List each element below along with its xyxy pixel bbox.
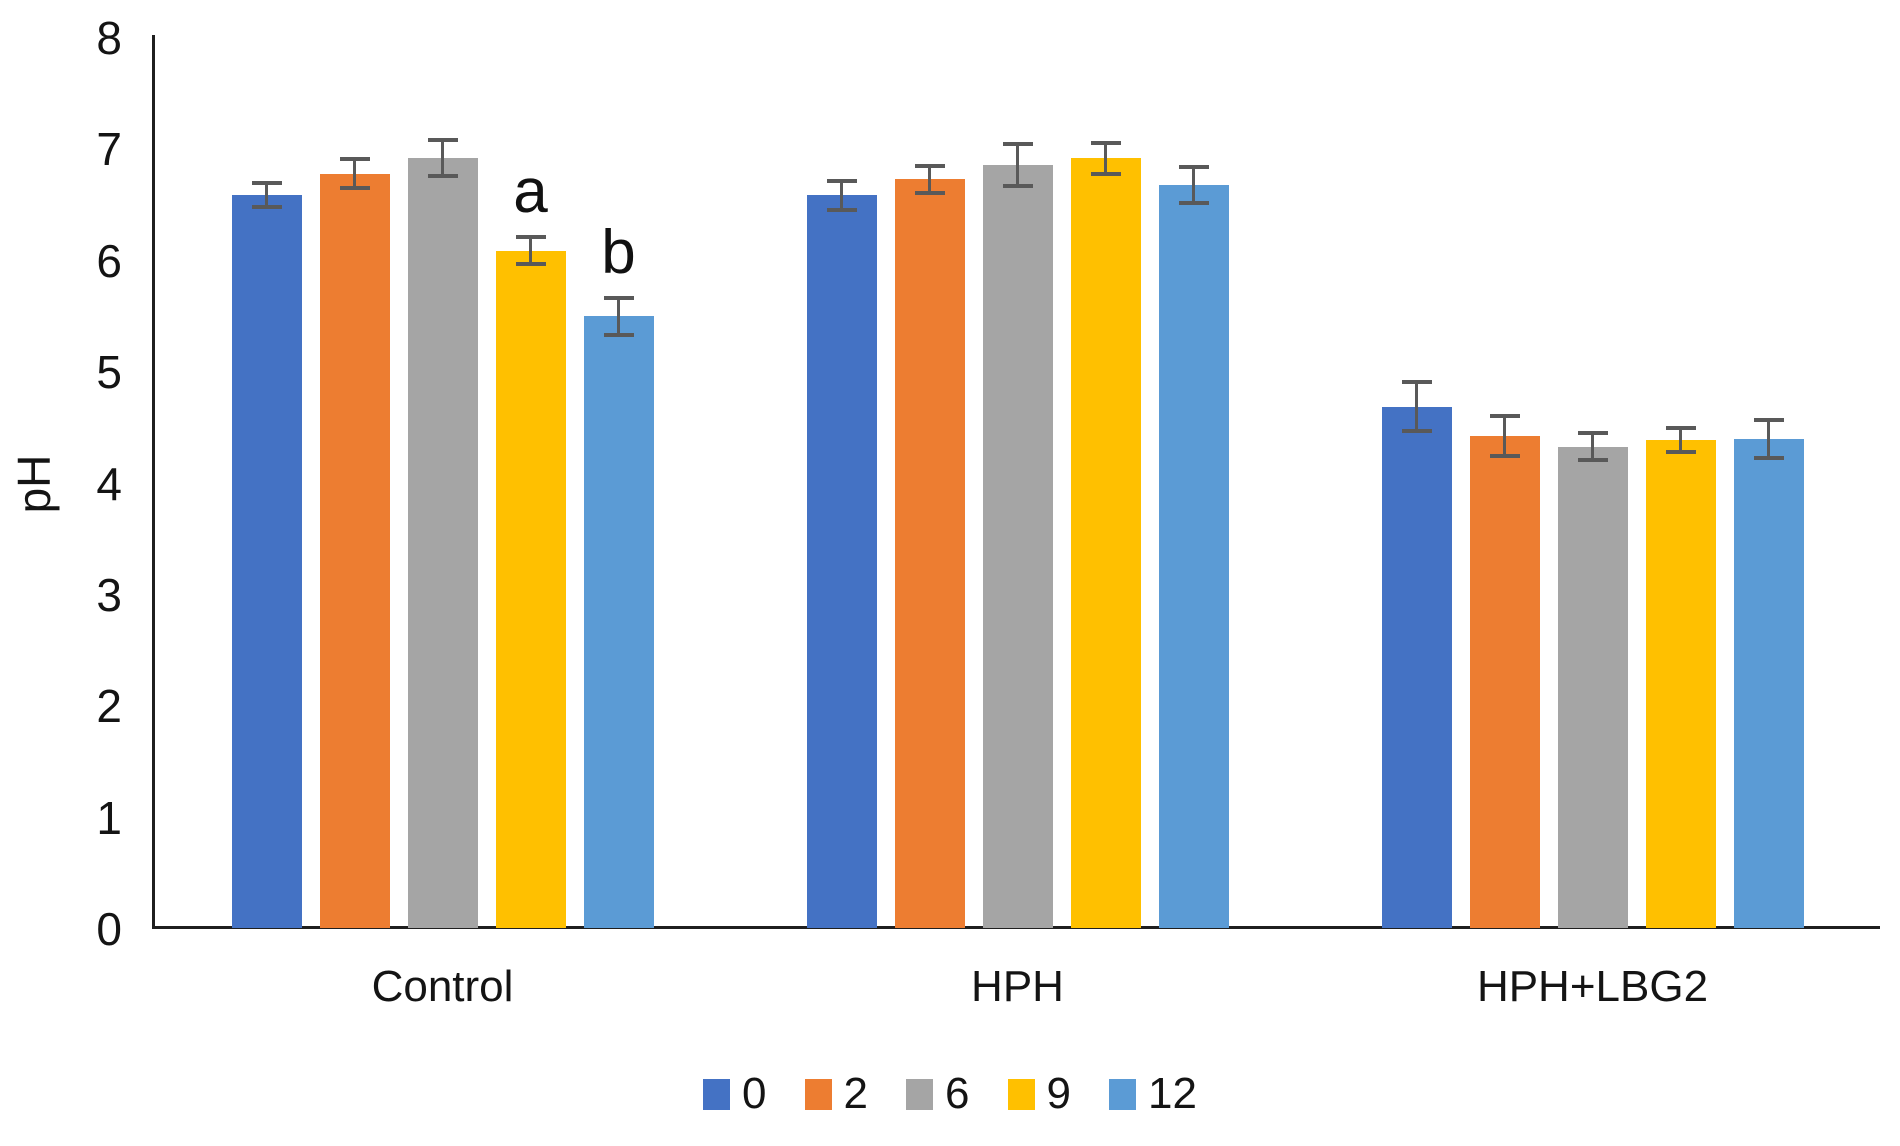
error-bar-cap <box>914 190 945 195</box>
error-bar-cap <box>826 178 857 183</box>
error-bar-cap <box>1090 140 1121 145</box>
category-label: Control <box>371 962 514 1011</box>
legend-label: 2 <box>843 1069 869 1118</box>
bar <box>894 179 965 928</box>
error-bar-cap <box>1753 455 1784 460</box>
error-bar-line <box>1679 427 1682 453</box>
bar <box>982 164 1053 928</box>
bar <box>319 173 390 928</box>
legend-swatch <box>1108 1078 1136 1110</box>
y-axis-line <box>152 35 155 929</box>
error-bar-cap <box>427 174 458 179</box>
error-bar-cap <box>427 138 458 143</box>
error-bar-line <box>1767 420 1770 458</box>
bar <box>1557 446 1628 928</box>
error-bar-cap <box>515 262 546 267</box>
error-bar-cap <box>339 157 370 162</box>
y-tick-label: 0 <box>96 903 122 955</box>
legend-item: 12 <box>1108 1069 1197 1118</box>
legend-label: 6 <box>945 1069 970 1118</box>
category-label: HPH <box>971 962 1064 1011</box>
error-bar-cap <box>914 164 945 169</box>
error-bar-cap <box>1002 184 1033 189</box>
significance-letter: a <box>513 157 548 227</box>
error-bar-cap <box>339 186 370 191</box>
legend-item: 9 <box>1007 1069 1071 1118</box>
bar <box>806 195 877 928</box>
bar <box>407 158 478 928</box>
bar <box>1070 158 1141 928</box>
error-bar-cap <box>826 207 857 212</box>
legend-item: 0 <box>703 1069 767 1118</box>
error-bar-cap <box>1665 425 1696 430</box>
legend-swatch <box>906 1078 934 1110</box>
y-tick-label: 2 <box>96 680 122 733</box>
significance-letter: b <box>601 217 636 287</box>
error-bar-cap <box>603 333 634 338</box>
error-bar-cap <box>603 295 634 300</box>
y-tick-label: 3 <box>96 568 122 621</box>
legend-item: 6 <box>906 1069 970 1118</box>
error-bar-cap <box>1577 431 1608 436</box>
error-bar-line <box>1503 415 1506 456</box>
error-bar-line <box>1104 142 1107 174</box>
error-bar-cap <box>1178 200 1209 205</box>
y-tick-label: 4 <box>96 457 122 510</box>
legend-swatch <box>804 1078 832 1110</box>
error-bar-line <box>1016 143 1019 187</box>
bar <box>231 195 302 928</box>
error-bar-cap <box>1577 458 1608 463</box>
error-bar-cap <box>1753 418 1784 423</box>
error-bar-line <box>617 297 620 336</box>
error-bar-cap <box>515 235 546 240</box>
error-bar-cap <box>1090 171 1121 176</box>
error-bar-line <box>265 182 268 208</box>
error-bar-line <box>1192 167 1195 203</box>
y-tick-label: 1 <box>96 791 122 844</box>
y-tick-label: 6 <box>96 234 122 287</box>
bar <box>1381 406 1452 928</box>
error-bar-cap <box>1401 429 1432 434</box>
legend-swatch <box>703 1078 731 1110</box>
error-bar-cap <box>1401 380 1432 385</box>
error-bar-line <box>1415 382 1418 432</box>
legend: 0 2 6 9 12 <box>0 1072 1900 1116</box>
error-bar-line <box>353 159 356 189</box>
error-bar-cap <box>1665 450 1696 455</box>
bar <box>1733 438 1804 928</box>
bar <box>1645 440 1716 928</box>
error-bar-cap <box>1489 453 1520 458</box>
bar <box>1469 435 1540 928</box>
error-bar-cap <box>251 205 282 210</box>
bar <box>495 250 566 928</box>
error-bar-cap <box>1178 165 1209 170</box>
legend-swatch <box>1007 1078 1035 1110</box>
error-bar-line <box>1591 433 1594 461</box>
error-bar-line <box>441 140 444 177</box>
legend-item: 2 <box>804 1069 869 1118</box>
y-tick-label: 8 <box>96 12 122 64</box>
y-tick-label: 5 <box>96 346 122 399</box>
error-bar-line <box>928 166 931 193</box>
bar <box>583 316 654 928</box>
legend-label: 0 <box>742 1069 767 1118</box>
legend-label: 9 <box>1046 1069 1071 1118</box>
category-label: HPH+LBG2 <box>1476 962 1709 1011</box>
error-bar-line <box>529 237 532 265</box>
legend-label: 12 <box>1147 1069 1197 1118</box>
error-bar-line <box>840 180 843 210</box>
error-bar-cap <box>1002 141 1033 146</box>
error-bar-cap <box>251 180 282 185</box>
bar <box>1158 185 1229 928</box>
error-bar-cap <box>1489 413 1520 418</box>
y-tick-label: 7 <box>96 123 122 176</box>
